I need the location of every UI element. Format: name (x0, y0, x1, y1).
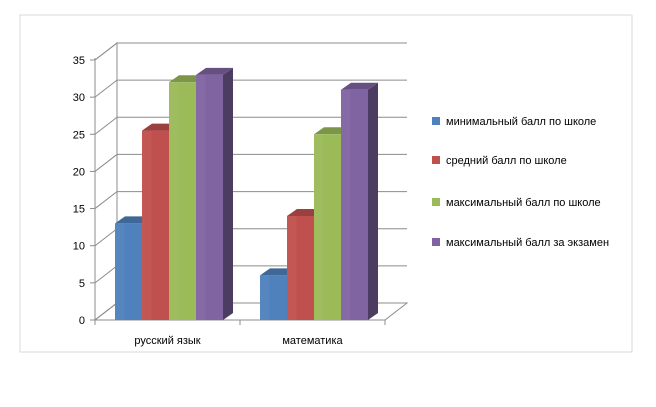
gridline (94, 42, 407, 61)
y-tick-label: 20 (73, 166, 85, 178)
bar-highlight (196, 74, 206, 320)
legend-label: минимальный балл по школе (446, 116, 596, 128)
legend-swatch (432, 238, 440, 246)
legend-item: минимальный балл по школе (432, 116, 596, 128)
y-tick-label: 0 (79, 315, 85, 327)
x-tick-label: русский язык (134, 335, 200, 347)
legend: минимальный балл по школе средний балл по… (432, 116, 609, 249)
y-tick-label: 30 (73, 92, 85, 104)
bar-highlight (142, 130, 152, 320)
bar-highlight (287, 216, 297, 320)
legend-label: максимальный балл за экзамен (446, 237, 609, 249)
y-tick-label: 5 (79, 278, 85, 290)
bar-highlight (341, 89, 351, 320)
bar (341, 82, 378, 320)
side-wall (94, 41, 118, 322)
gridline (94, 79, 407, 98)
bar-highlight (260, 275, 270, 320)
legend-item: максимальный балл за экзамен (432, 237, 609, 249)
y-tick-label: 35 (73, 55, 85, 67)
legend-swatch (432, 117, 440, 125)
gridline (94, 116, 407, 135)
y-tick-label: 15 (73, 204, 85, 216)
legend-swatch (432, 156, 440, 164)
x-tick-label: математика (282, 335, 343, 347)
bar-highlight (169, 82, 179, 321)
legend-item: средний балл по школе (432, 155, 567, 167)
gridline (94, 153, 407, 172)
legend-swatch (432, 198, 440, 206)
bar-highlight (314, 134, 324, 320)
y-tick-label: 10 (73, 241, 85, 253)
legend-label: средний балл по школе (446, 155, 567, 167)
bar-highlight (115, 223, 125, 320)
bar-side (368, 82, 378, 320)
bar-top (196, 67, 233, 75)
y-tick-label: 25 (73, 129, 85, 141)
bar (196, 67, 233, 320)
bar-top (341, 82, 378, 90)
legend-label: максимальный балл по школе (446, 197, 601, 209)
gridline (94, 191, 407, 209)
legend-item: максимальный балл по школе (432, 197, 601, 209)
bar-side (223, 67, 233, 320)
